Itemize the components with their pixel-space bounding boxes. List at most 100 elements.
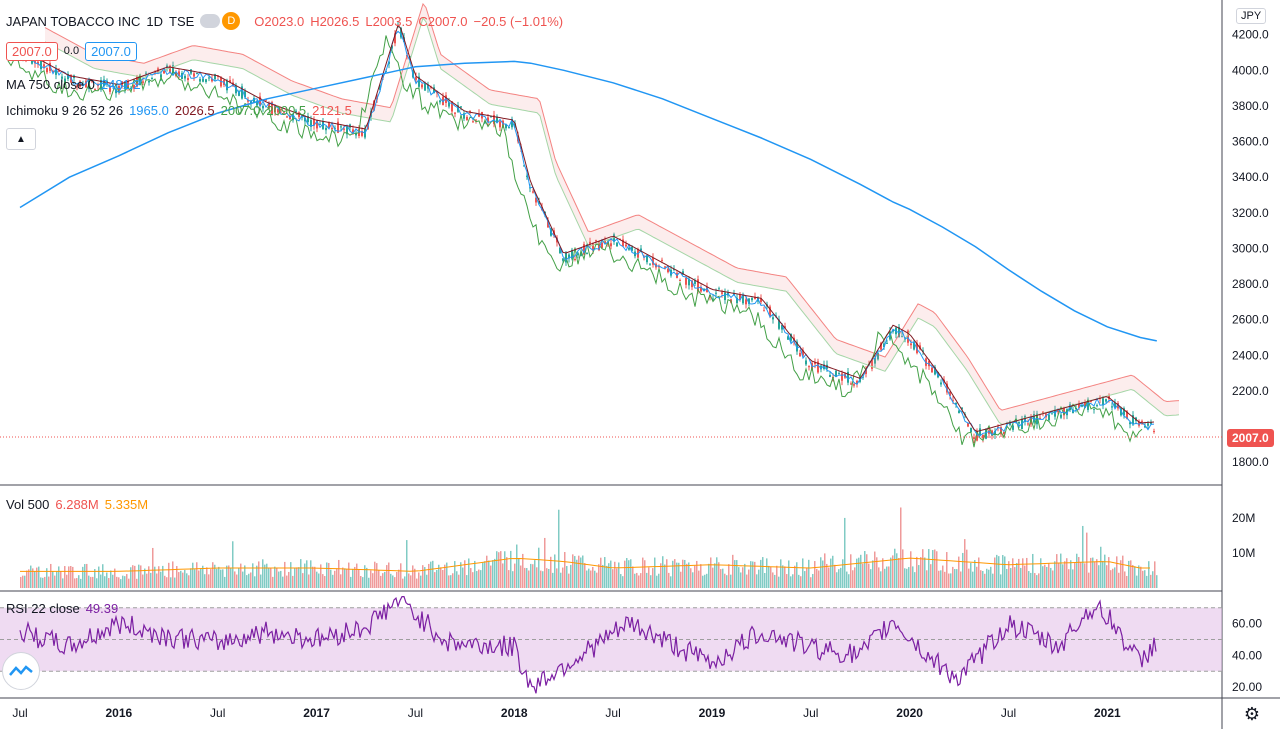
volume-bar [756,574,758,588]
volume-bar [710,557,712,588]
volume-bar [48,576,50,588]
candle-body [1081,405,1083,407]
settings-gear-icon[interactable]: ⚙ [1243,704,1261,724]
candle-body [226,80,228,91]
ichimoku-legend[interactable]: Ichimoku 9 26 52 26 1965.0 2026.5 2007.0… [6,100,358,120]
volume-bar [34,571,36,588]
candle-body [250,101,252,104]
candle-body [37,61,39,65]
volume-bar [202,565,204,588]
volume-bar [770,566,772,588]
volume-bar [280,570,282,588]
candle-body [652,257,654,265]
candle-body [874,358,876,364]
volume-bar [442,569,444,588]
time-tick-label: Jul [1001,706,1016,720]
volume-bar [1062,564,1064,588]
volume-bar [1140,566,1142,588]
candle-body [580,253,582,256]
volume-bar [930,564,932,588]
volume-bar [696,560,698,588]
candle-body [253,98,255,103]
volume-bar [340,574,342,588]
volume-bar [114,568,116,588]
candle-body [592,242,594,251]
symbol-name[interactable]: JAPAN TOBACCO INC [6,13,141,29]
candle-body [76,85,78,87]
volume-bar [496,551,498,588]
volume-bar [686,563,688,588]
volume-bar [844,517,846,588]
volume-bar [618,562,620,588]
volume-ma-line [20,557,1150,572]
volume-bar [218,566,220,588]
volume-legend[interactable]: Vol 500 6.288M 5.335M [6,494,154,514]
volume-bar [934,549,936,588]
ma-legend[interactable]: MA 750 close 0 2481.2 [6,74,147,94]
volume-bar [960,571,962,588]
volume-bar [144,568,146,588]
volume-bar [832,555,834,588]
volume-bar [470,568,472,588]
symbol-legend[interactable]: JAPAN TOBACCO INC 1D TSE D O 2023.0 H 20… [6,11,569,31]
rsi-legend[interactable]: RSI 22 close 49.39 [6,598,124,618]
volume-bar [388,562,390,588]
candle-body [847,371,849,383]
volume-bar [884,568,886,588]
interval[interactable]: 1D [146,13,163,29]
volume-bar [586,570,588,588]
volume-bar [664,564,666,588]
volume-bar [722,568,724,588]
volume-label[interactable]: Vol 500 [6,496,50,512]
tradingview-logo[interactable] [2,652,40,690]
candle-body [1150,422,1152,425]
volume-bar [538,547,540,588]
volume-bar [1136,575,1138,588]
ichimoku-label[interactable]: Ichimoku 9 26 52 26 [6,102,124,118]
candle-body [856,380,858,385]
volume-bar [64,566,66,588]
volume-bar [534,560,536,588]
volume-bar [808,559,810,588]
ask-box[interactable]: 2007.0 [85,41,137,61]
volume-bar [96,578,98,588]
volume-bar [682,559,684,588]
candle-body [1036,413,1038,425]
visibility-toggle-icon[interactable] [200,14,221,28]
candle-body [454,112,456,114]
volume-bar [1068,569,1070,588]
volume-bar [920,557,922,588]
volume-bar [306,560,308,588]
candle-body [718,288,720,290]
candle-body [319,123,321,125]
bid-ask-legend[interactable]: 2007.0 0.0 2007.0 [6,41,143,61]
volume-bar [984,573,986,588]
volume-bar [182,572,184,588]
candle-body [979,428,981,436]
volume-bar [1098,565,1100,588]
volume-bar [1048,563,1050,588]
candle-body [658,265,660,268]
volume-bar [1066,558,1068,588]
volume-bar [988,569,990,588]
volume-bar [356,563,358,588]
volume-bar [282,576,284,588]
volume-bar [922,549,924,588]
candle-body [268,102,270,109]
candle-body [949,391,951,396]
volume-bar [816,568,818,588]
collapse-legend-button[interactable]: ▲ [6,128,36,150]
d-icon[interactable]: D [222,12,241,30]
candle-body [313,119,315,126]
candle-body [400,27,402,38]
currency-badge[interactable]: JPY [1236,8,1267,24]
bid-box[interactable]: 2007.0 [6,41,58,61]
candle-body [217,75,219,78]
rsi-label[interactable]: RSI 22 close [6,600,80,616]
volume-bar [828,567,830,588]
ma-label[interactable]: MA 750 close 0 [6,76,95,92]
volume-bar [296,567,298,588]
volume-bar [1096,559,1098,588]
